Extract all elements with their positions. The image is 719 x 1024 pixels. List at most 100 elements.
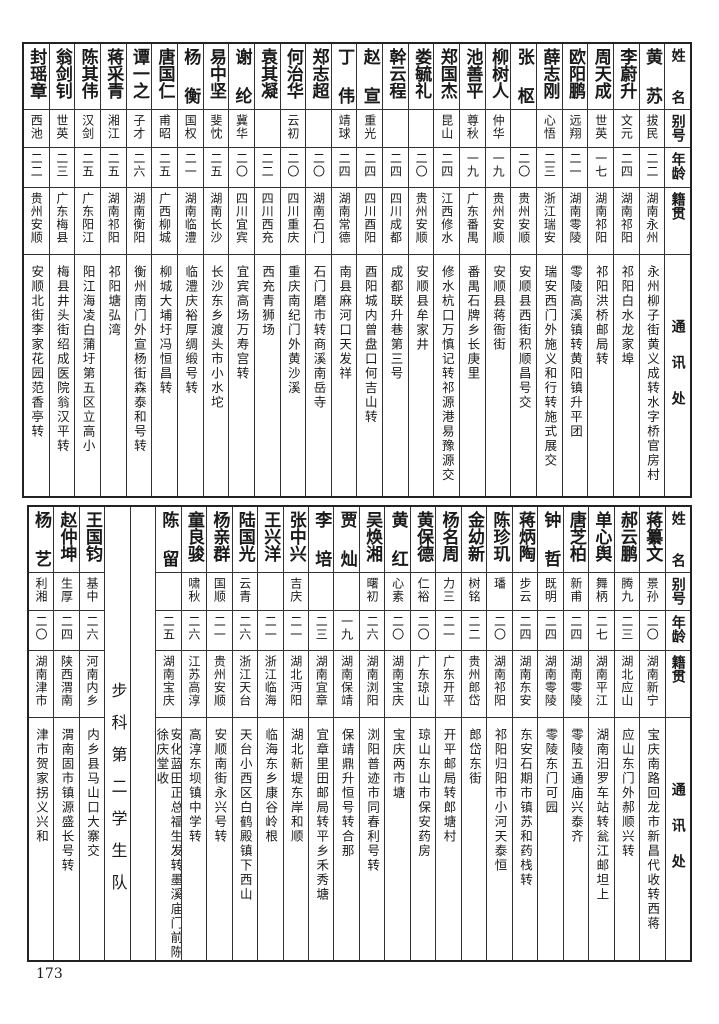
person-alias-cell: 吉庆 [283, 573, 308, 611]
person-origin: 广东番禺 [465, 192, 480, 244]
person-alias: 利湘 [34, 577, 49, 603]
person-column: 易中坚 斐忱 二五 湖南长沙 长沙东乡渡头市小水坨 [202, 44, 229, 496]
person-origin-cell: 浙江天台 [232, 651, 258, 718]
person-age: 二〇 [390, 615, 405, 641]
person-address: 零陵高溪镇转黄阳镇升平团 [568, 265, 584, 439]
person-alias: 云初 [285, 114, 300, 140]
person-column: 郑国杰 昆山 二四 江西修水 修水杭口万慎记转祁源港易豫源交 [433, 44, 460, 496]
person-origin-cell: 湖南保靖 [334, 651, 359, 718]
person-name-cell: 黄红 [385, 507, 410, 573]
person-alias: 斐忱 [208, 114, 223, 140]
person-alias: 昆山 [439, 114, 454, 140]
person-alias: 世英 [593, 114, 608, 140]
person-address-cell: 衡州南门外宣杨街森泰和号转 [127, 255, 152, 496]
person-age-cell: 二一 [258, 611, 283, 651]
person-alias-cell: 昆山 [434, 110, 460, 148]
person-column: 何治华 云初 二〇 四川重庆 重庆南纪门外黄沙溪 [279, 44, 306, 496]
person-age: 二一 [441, 615, 456, 641]
person-age: 二四 [362, 152, 377, 178]
person-name-cell: 翁剑钊 [49, 44, 75, 110]
person-name-cell: 金幼新 [461, 507, 487, 573]
person-origin-cell: 广东开平 [436, 651, 461, 718]
person-address-cell: 天台小西区白鹤殿镇下西山 [233, 718, 257, 960]
person-alias: 文元 [619, 114, 634, 140]
person-alias-cell [156, 573, 181, 611]
header-origin: 籍贯 [669, 192, 686, 220]
person-address-cell: 临澧庆裕厚绸缎号转 [178, 255, 203, 496]
header-name: 姓名 [669, 511, 686, 567]
person-age: 二五 [106, 152, 121, 178]
person-origin: 河南内乡 [84, 655, 99, 707]
person-address: 安顺县蒋衙街 [491, 265, 507, 352]
person-origin-cell: 湖南宝庆 [156, 651, 181, 718]
person-origin: 湖南津市 [34, 655, 49, 707]
person-origin-cell: 贵州安顺 [511, 188, 537, 255]
person-address-cell: 郎岱东街 [462, 718, 486, 960]
person-name: 杨名周 [438, 511, 459, 562]
person-origin-cell: 广东琼山 [410, 651, 436, 718]
person-name-cell: 郑志超 [306, 44, 331, 110]
person-address: 宝庆两市塘 [390, 728, 406, 801]
header-alias-cell: 别号 [665, 573, 690, 611]
person-age: 二〇 [414, 152, 429, 178]
person-alias: 世英 [54, 114, 69, 140]
person-alias-cell: 力三 [436, 573, 461, 611]
person-address-cell: 浏阳普迹市同春利号转 [360, 718, 384, 960]
person-origin-cell: 湖南临澧 [177, 188, 203, 255]
person-address-cell: 应山东门外郝顺兴转 [615, 718, 639, 960]
header-address-cell: 通讯处 [666, 718, 690, 960]
person-alias-cell: 新甫 [563, 573, 589, 611]
person-name: 单心舆 [591, 511, 612, 562]
person-age-cell: 二一 [177, 148, 203, 188]
person-name: 唐国仁 [154, 48, 175, 99]
person-name: 郑国杰 [436, 48, 457, 99]
person-address: 衡州南门外宣杨街森泰和号转 [131, 265, 147, 454]
person-origin-cell: 广西柳城 [152, 188, 177, 255]
person-name-cell: 柳树人 [485, 44, 511, 110]
person-origin: 湖南东安 [517, 655, 532, 707]
person-origin-cell: 湖南石门 [306, 188, 331, 255]
person-alias-cell [334, 573, 359, 611]
person-origin: 四川西充 [260, 192, 275, 244]
person-age: 二一 [288, 615, 303, 641]
person-column: 蒋采青 湘江 二五 湖南祁阳 祁阳塘弘湾 [99, 44, 126, 496]
person-age: 二二 [260, 152, 275, 178]
person-address: 东安石期市镇苏和药栈转 [517, 728, 533, 888]
person-age-cell: 二四 [383, 148, 408, 188]
person-name: 黄保德 [413, 511, 434, 562]
person-alias-cell: 靖球 [331, 110, 357, 148]
person-origin: 江苏高淳 [186, 655, 201, 707]
person-address-cell: 梅县井头街绍成医院翁汉平转 [50, 255, 75, 496]
person-name-cell: 周天成 [588, 44, 614, 110]
person-origin: 浙江瑞安 [542, 192, 557, 244]
person-age-cell: 二〇 [410, 611, 436, 651]
person-origin: 湖南新宁 [645, 655, 660, 707]
person-age-cell: 二二 [254, 148, 280, 188]
person-origin: 贵州安顺 [491, 192, 506, 244]
person-name: 蒋炳陶 [514, 511, 535, 562]
person-column: 黄保德 仁裕 二〇 广东琼山 琼山东山市保安药房 [409, 507, 436, 960]
person-origin-cell: 四川宜宾 [229, 188, 254, 255]
person-alias: 冀华 [234, 114, 249, 140]
person-column: 柳树人 仲华 一九 贵州安顺 安顺县蒋衙街 [484, 44, 511, 496]
person-origin-cell: 江苏高淳 [181, 651, 207, 718]
person-address: 零陵东门可园 [543, 728, 559, 815]
person-address: 南县麻河口天发祥 [337, 265, 353, 381]
person-address: 重庆南纪门外黄沙溪 [285, 265, 301, 396]
person-alias-cell: 世英 [588, 110, 614, 148]
person-age: 二五 [208, 152, 223, 178]
person-address-cell: 安顺县牟家井 [409, 255, 434, 496]
person-origin-cell: 湖北沔阳 [283, 651, 308, 718]
person-origin-cell: 湖南零陵 [562, 188, 588, 255]
person-column: 郑志超 二〇 湖南石门 石门磨市转商溪南岳寺 [305, 44, 331, 496]
person-alias-cell: 基中 [79, 573, 105, 611]
person-name: 池善平 [462, 48, 483, 99]
person-alias-cell: 景孙 [640, 573, 665, 611]
person-name-cell: 赵仲坤 [54, 507, 79, 573]
person-origin: 湖南零陵 [568, 192, 583, 244]
person-age-cell: 二〇 [511, 148, 537, 188]
person-address-cell: 东安石期市镇苏和药栈转 [513, 718, 537, 960]
person-origin: 四川酉阳 [362, 192, 377, 244]
person-origin: 湖南祁阳 [106, 192, 121, 244]
person-column: 薛志刚 心悟 二三 浙江瑞安 瑞安西门外施义和行转施式展交 [536, 44, 562, 496]
